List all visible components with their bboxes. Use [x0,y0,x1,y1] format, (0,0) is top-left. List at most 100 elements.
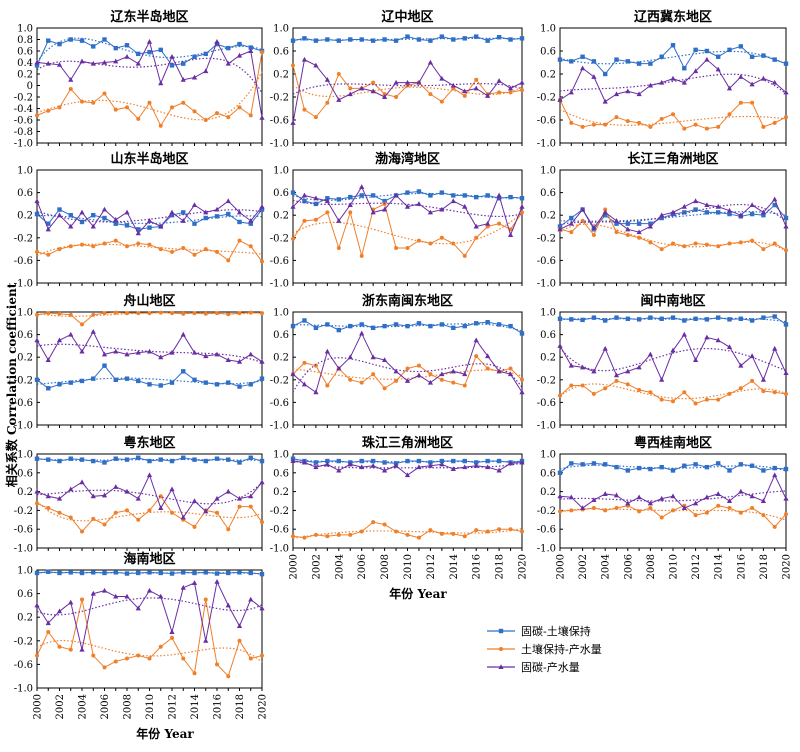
x-tick-label: 2016 [472,554,483,579]
soil_water-point-4 [603,207,608,212]
carbon_soil-point-17 [749,54,755,59]
soil_water-point-18 [761,247,766,252]
series-carbon_water [557,56,789,104]
y-tick-label: 0.6 [540,47,556,58]
soil_water-point-20 [260,311,264,316]
carbon_water-point-5 [613,91,620,97]
soil_water-point-19 [248,504,253,509]
y-tick-label: 0.2 [540,70,556,81]
soil_water-point-9 [394,95,399,99]
carbon_soil-point-4 [603,71,608,77]
soil_water-point-14 [716,397,721,402]
carbon_soil-point-3 [325,322,330,327]
panel-title: 辽中地区 [381,9,433,25]
carbon_soil-point-0 [34,63,40,68]
soil_water-point-11 [158,310,163,315]
soil_water-point-18 [237,311,242,316]
y-tick-label: 0.2 [17,613,33,624]
carbon_water-point-19 [248,596,254,602]
soil_water-point-7 [637,387,642,392]
carbon_soil-point-18 [237,41,242,47]
soil_water-point-10 [405,245,410,250]
carbon_soil-point-2 [313,460,319,465]
carbon_water-point-13 [180,218,186,223]
carbon_soil-point-2 [313,38,319,43]
series-carbon_water [290,184,525,237]
soil_water-point-17 [750,506,755,511]
y-tick-label: 0.6 [540,468,556,479]
carbon_water-point-1 [45,493,51,499]
carbon_water-point-3 [68,76,74,82]
y-tick-label: 1.0 [540,166,556,177]
carbon_water-point-11 [416,372,422,378]
y-tick-label: 0 [27,81,33,92]
soil_water-point-13 [439,531,444,536]
soil_water-point-6 [102,311,107,316]
carbon_water-point-13 [180,584,186,590]
carbon_water-point-15 [462,88,468,94]
carbon_soil-point-17 [485,458,490,464]
carbon_soil-point-18 [761,53,766,58]
carbon_soil-point-8 [124,571,130,576]
carbon_soil-point-13 [439,34,445,39]
carbon_soil-point-7 [636,61,642,66]
carbon_soil-point-11 [158,457,163,462]
carbon_soil-point-14 [192,570,197,576]
y-tick-label: -0.2 [537,375,556,386]
carbon_soil-point-3 [591,59,597,64]
carbon_water-point-0 [557,226,563,232]
soil_water-point-5 [614,230,619,235]
y-tick-label: 0.6 [273,188,289,199]
carbon_soil-point-8 [382,198,387,204]
carbon_soil-point-5 [614,315,619,320]
trend-line-carbon_water [36,209,263,223]
carbon_water-point-20 [519,203,525,209]
soil_water-point-16 [215,311,219,316]
y-tick-label: -0.6 [537,116,556,127]
soil_water-point-10 [405,366,410,371]
carbon_soil-point-0 [290,323,296,329]
y-tick-label: -1.0 [14,421,33,432]
soil_water-point-20 [520,529,524,534]
soil_water-point-20 [784,391,788,396]
trend-line-carbon_soil [559,464,787,472]
trend-line-carbon_water [36,482,263,505]
soil_water-point-8 [648,124,653,129]
carbon_soil-point-5 [348,37,353,42]
soil_water-point-4 [336,72,341,76]
carbon_water-point-9 [659,79,665,85]
soil_water-point-13 [704,397,709,402]
series-soil_water [291,201,524,258]
panel-title: 渤海湾地区 [375,151,440,167]
soil_water-point-7 [113,310,118,315]
carbon_soil-point-15 [727,317,732,322]
carbon_soil-point-8 [648,466,653,472]
carbon_water-point-12 [693,198,699,204]
soil_water-point-12 [693,241,698,246]
carbon_soil-point-19 [772,465,777,471]
soil_water-point-8 [382,386,387,391]
carbon_water-point-17 [485,93,491,98]
carbon_water-point-17 [749,81,755,87]
soil_water-point-17 [226,674,231,679]
carbon_water-point-3 [591,224,597,230]
carbon_soil-point-0 [34,377,40,382]
series-carbon_water [34,472,265,520]
soil_water-point-19 [248,310,253,315]
panel-frame [36,27,263,144]
soil_water-point-5 [614,378,619,383]
soil_water-point-6 [625,382,630,387]
carbon_water-point-10 [404,203,411,209]
carbon_water-point-7 [636,364,642,370]
soil_water-point-13 [439,235,444,240]
carbon_water-point-18 [236,358,243,364]
soil_water-point-0 [558,509,562,514]
carbon_soil-point-16 [474,34,479,39]
carbon_water-point-3 [591,368,597,374]
soil_water-point-19 [248,656,253,661]
carbon_soil-point-3 [591,461,597,466]
carbon_soil-point-5 [91,213,96,218]
y-tick-label: -0.2 [537,506,556,517]
panel-8: 浙东南闽东地区 1.0 0.6 0.2 -0.2 -0.6 -1.0 [270,293,525,432]
carbon_water-point-5 [613,372,620,378]
